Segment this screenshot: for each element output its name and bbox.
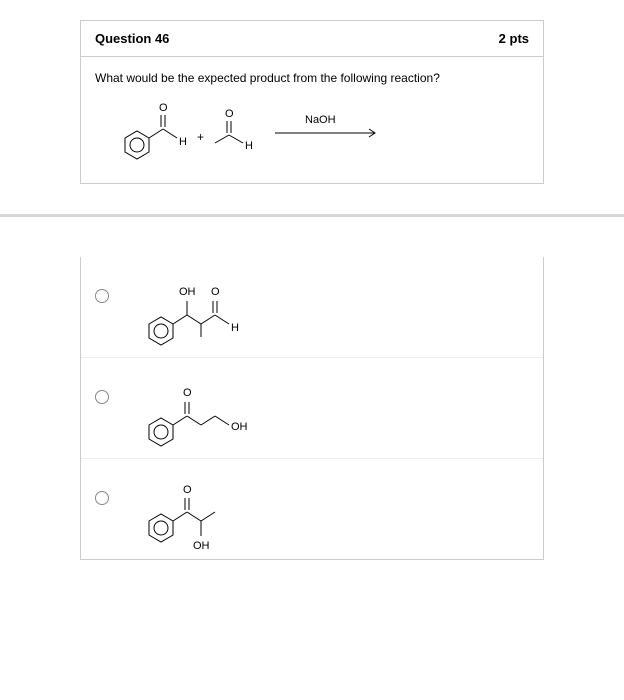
- structure-c: O OH: [129, 471, 329, 551]
- section-divider: [0, 214, 624, 217]
- oh-label-a: OH: [179, 286, 196, 298]
- plus-sign: +: [197, 130, 204, 144]
- o-label-c: O: [183, 484, 192, 496]
- answer-option-a[interactable]: OH O H: [81, 257, 543, 357]
- reaction-diagram: O H + O H NaOH: [95, 93, 529, 173]
- question-points: 2 pts: [499, 31, 529, 46]
- h-label-2: H: [245, 140, 253, 152]
- question-card: Question 46 2 pts What would be the expe…: [80, 20, 544, 184]
- question-title: Question 46: [95, 31, 169, 46]
- question-body: What would be the expected product from …: [81, 57, 543, 183]
- o-label-b: O: [183, 387, 192, 399]
- reagent-label: NaOH: [305, 114, 336, 126]
- h-label-1: H: [179, 136, 187, 148]
- answers-card: OH O H: [80, 257, 544, 560]
- oh-label-b: OH: [231, 421, 248, 433]
- question-prompt: What would be the expected product from …: [95, 71, 529, 85]
- radio-c[interactable]: [95, 491, 109, 505]
- o-label-a: O: [211, 286, 220, 298]
- question-header: Question 46 2 pts: [81, 21, 543, 57]
- oh-label-c: OH: [193, 540, 210, 552]
- structure-a: OH O H: [129, 269, 329, 349]
- radio-a[interactable]: [95, 289, 109, 303]
- oxygen-label: O: [159, 102, 168, 114]
- structure-b: O OH: [129, 370, 329, 450]
- radio-b[interactable]: [95, 390, 109, 404]
- reaction-svg: O H + O H NaOH: [95, 93, 515, 173]
- answer-option-b[interactable]: O OH: [81, 357, 543, 458]
- answer-option-c[interactable]: O OH: [81, 458, 543, 559]
- h-label-a: H: [231, 322, 239, 334]
- oxygen-label-2: O: [225, 108, 234, 120]
